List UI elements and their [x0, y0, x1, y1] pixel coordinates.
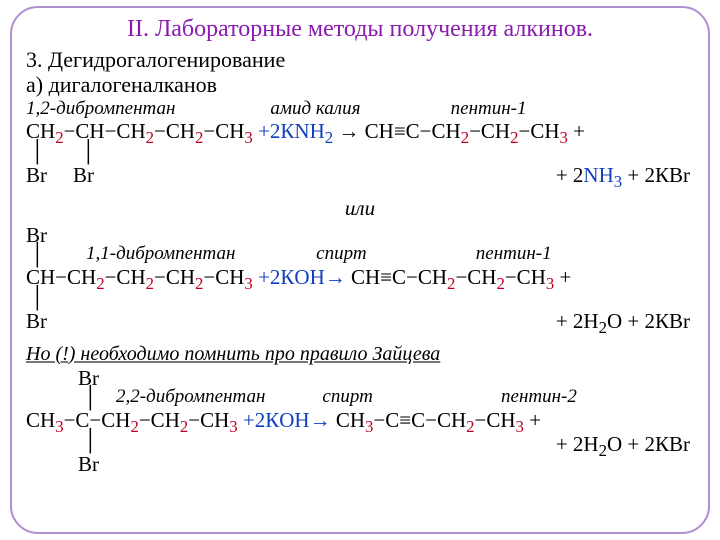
- row3-labels: 2,2-дибромпентан спирт пентин-2: [116, 386, 577, 408]
- bond-v1: │: [30, 139, 45, 164]
- zaitsev-rule: Но (!) необходимо помнить про правило За…: [26, 343, 694, 366]
- row2-l2: спирт: [316, 243, 366, 264]
- bond-v2: │: [81, 139, 96, 164]
- row1-labels: 1,2-дибромпентан амид калия пентин-1: [26, 98, 694, 120]
- row1-by-b: NH: [583, 163, 613, 187]
- row2-byproducts: + 2H2O + 2КBr: [556, 309, 690, 338]
- row2-l1: 1,1-дибромпентан: [86, 243, 235, 264]
- subhead-2: а) дигалогеналканов: [26, 72, 694, 97]
- row3-vb-bot: │: [83, 428, 98, 453]
- row2-vb-top: │: [30, 242, 45, 267]
- row3-reagent: +2КOH→: [243, 408, 331, 432]
- slide-title: II. Лабораторные методы получения алкино…: [26, 16, 694, 43]
- row3-main: CH3−C−CH2−CH2−CH3 +2КOH→ CH3−C≡C−CH2−CH3…: [26, 409, 541, 436]
- row3-by-b: O + 2КBr: [607, 432, 690, 456]
- row1-l3: пентин-1: [451, 98, 527, 119]
- row1-byproducts: + 2NH3 + 2КBr: [556, 163, 690, 192]
- row1-l2: амид калия: [270, 98, 360, 119]
- subhead-1: 3. Дегидрогалогенирование: [26, 47, 694, 72]
- row1-equation: CH2−CH−CH2−CH2−CH3 +2КNH2 → CH≡C−CH2−CH2…: [26, 120, 694, 194]
- row2-block: Br │ 1,1-дибромпентан спирт пентин-1 CH−…: [26, 223, 694, 341]
- row1-br1: Br: [26, 163, 47, 188]
- row3-by-a: + 2H: [556, 432, 599, 456]
- row3-block: Br │ 2,2-дибромпентан спирт пентин-2 CH3…: [26, 366, 694, 486]
- row3-l1: 2,2-дибромпентан: [116, 386, 265, 407]
- row1-by-c: + 2КBr: [622, 163, 690, 187]
- row3-l2: спирт: [322, 386, 372, 407]
- row1-l1: 1,2-дибромпентан: [26, 98, 175, 119]
- slide-frame: II. Лабораторные методы получения алкино…: [10, 6, 710, 534]
- row1-by-a: + 2: [556, 163, 584, 187]
- row3-byproducts: + 2H2O + 2КBr: [556, 432, 690, 461]
- row2-vb-bot: │: [30, 285, 45, 310]
- row2-labels: 1,1-дибромпентан спирт пентин-1: [86, 243, 552, 265]
- row3-vb-top: │: [83, 385, 98, 410]
- row2-by-b: O + 2КBr: [607, 309, 690, 333]
- row2-br-bot: Br: [26, 309, 47, 334]
- row1-main: CH2−CH−CH2−CH2−CH3 +2КNH2 → CH≡C−CH2−CH2…: [26, 120, 585, 147]
- row2-main: CH−CH2−CH2−CH2−CH3 +2КOH→ CH≡C−CH2−CH2−C…: [26, 266, 571, 293]
- row2-l3: пентин-1: [476, 243, 552, 264]
- row2-reagent: +2КOH→: [258, 265, 346, 289]
- row3-l3: пентин-2: [501, 386, 577, 407]
- row2-by-a: + 2H: [556, 309, 599, 333]
- row1-br2: Br: [73, 163, 94, 188]
- row1-reagent: 2КNH: [270, 119, 325, 143]
- row3-br-bot: Br: [78, 452, 99, 477]
- ili: или: [26, 196, 694, 221]
